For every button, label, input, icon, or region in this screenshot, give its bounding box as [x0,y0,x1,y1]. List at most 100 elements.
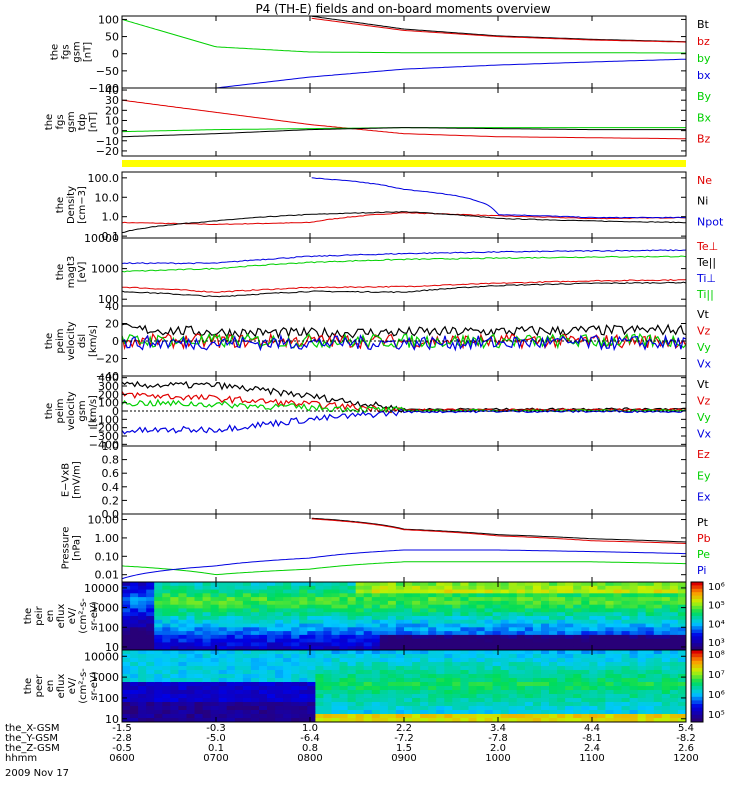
heatmap-cell [315,718,325,722]
colorbar-segment [691,711,703,716]
heatmap-cell [138,650,147,655]
heatmap-cell [621,654,631,659]
heatmap-cell [677,686,686,691]
heatmap-cell [613,698,623,703]
heatmap-cell [412,627,421,632]
heatmap-cell [549,638,558,644]
heatmap-cell [146,686,155,691]
heatmap-cell [532,718,542,722]
heatmap-cell [315,710,325,715]
y-label-line: the [55,197,66,213]
heatmap-cell [573,674,582,679]
heatmap-cell [500,670,510,675]
heatmap-cell [669,666,679,671]
heatmap-cell [154,585,163,591]
heatmap-cell [387,686,397,691]
heatmap-cell [355,650,365,655]
heatmap-cell [331,582,341,587]
heatmap-cell [476,682,486,687]
heatmap-cell [291,582,300,587]
heatmap-cell [347,593,357,598]
heatmap-cell [404,612,413,617]
y-axis-label: the fgs gsm [nT] [50,41,94,62]
heatmap-cell [387,608,397,613]
figure-title: P4 (TH-E) fields and on-board moments ov… [255,2,550,16]
heatmap-cell [202,642,212,647]
heatmap-cell [242,597,252,602]
heatmap-cell [355,604,365,610]
heatmap-cell [428,597,437,602]
heatmap-cell [154,604,163,610]
heatmap-cell [202,608,212,613]
heatmap-cell [371,642,381,647]
heatmap-cell [645,706,655,711]
heatmap-cell [597,616,607,621]
heatmap-cell [500,627,510,632]
heatmap-cell [573,597,582,602]
heatmap-cell [420,642,429,647]
heatmap-cell [146,582,155,587]
heatmap-cell [613,593,623,598]
y-tick-label: 30 [105,94,119,107]
heatmap-cell [508,650,518,655]
heatmap-cell [629,646,639,650]
colorbar-segment [691,693,703,698]
heatmap-cell [436,674,445,679]
heatmap-cell [331,706,341,711]
heatmap-cell [500,619,510,625]
heatmap-cell [242,612,252,617]
heatmap-cell [379,678,389,683]
heatmap-cell [476,589,486,594]
heatmap-cell [468,600,478,606]
heatmap-cell [210,638,220,644]
heatmap-cell [259,698,268,703]
heatmap-cell [339,634,349,640]
legend-item: Ti⊥ [696,272,716,285]
legend-item: bz [697,35,710,48]
heatmap-cell [122,670,131,675]
heatmap-cell [444,690,453,695]
heatmap-cell [573,642,582,647]
heatmap-cell [371,666,381,671]
heatmap-cell [420,604,429,610]
heatmap-cell [178,627,188,632]
heatmap-cell [444,623,453,628]
heatmap-cell [154,612,163,617]
heatmap-cell [339,650,349,655]
heatmap-cell [371,619,381,625]
heatmap-cell [210,662,220,667]
heatmap-cell [250,710,260,715]
heatmap-cell [516,593,526,598]
heatmap-cell [532,597,542,602]
heatmap-cell [154,706,163,711]
heatmap-cell [669,670,679,675]
heatmap-cell [387,710,397,715]
heatmap-cell [565,600,574,606]
heatmap-cell [283,702,292,707]
heatmap-cell [395,604,405,610]
heatmap-cell [307,600,316,606]
heatmap-cell [629,694,639,699]
heatmap-cell [637,608,647,613]
heatmap-cell [283,714,292,719]
heatmap-cell [186,619,196,625]
heatmap-cell [210,666,220,671]
heatmap-cell [532,604,542,610]
heatmap-cell [669,589,679,594]
heatmap-cell [428,674,437,679]
heatmap-cell [363,686,373,691]
heatmap-cell [404,690,413,695]
heatmap-cell [516,666,526,671]
heatmap-cell [444,597,453,602]
colorbar-label: 10³ [708,638,725,649]
colorbar-segment [691,650,703,655]
heatmap-cell [484,666,494,671]
heatmap-cell [363,702,373,707]
heatmap-cell [226,686,236,691]
heatmap-cell [339,674,349,679]
heatmap-cell [122,582,131,587]
heatmap-cell [428,678,437,683]
heatmap-cell [202,616,212,621]
heatmap-cell [589,658,598,663]
heatmap-cell [315,582,325,587]
